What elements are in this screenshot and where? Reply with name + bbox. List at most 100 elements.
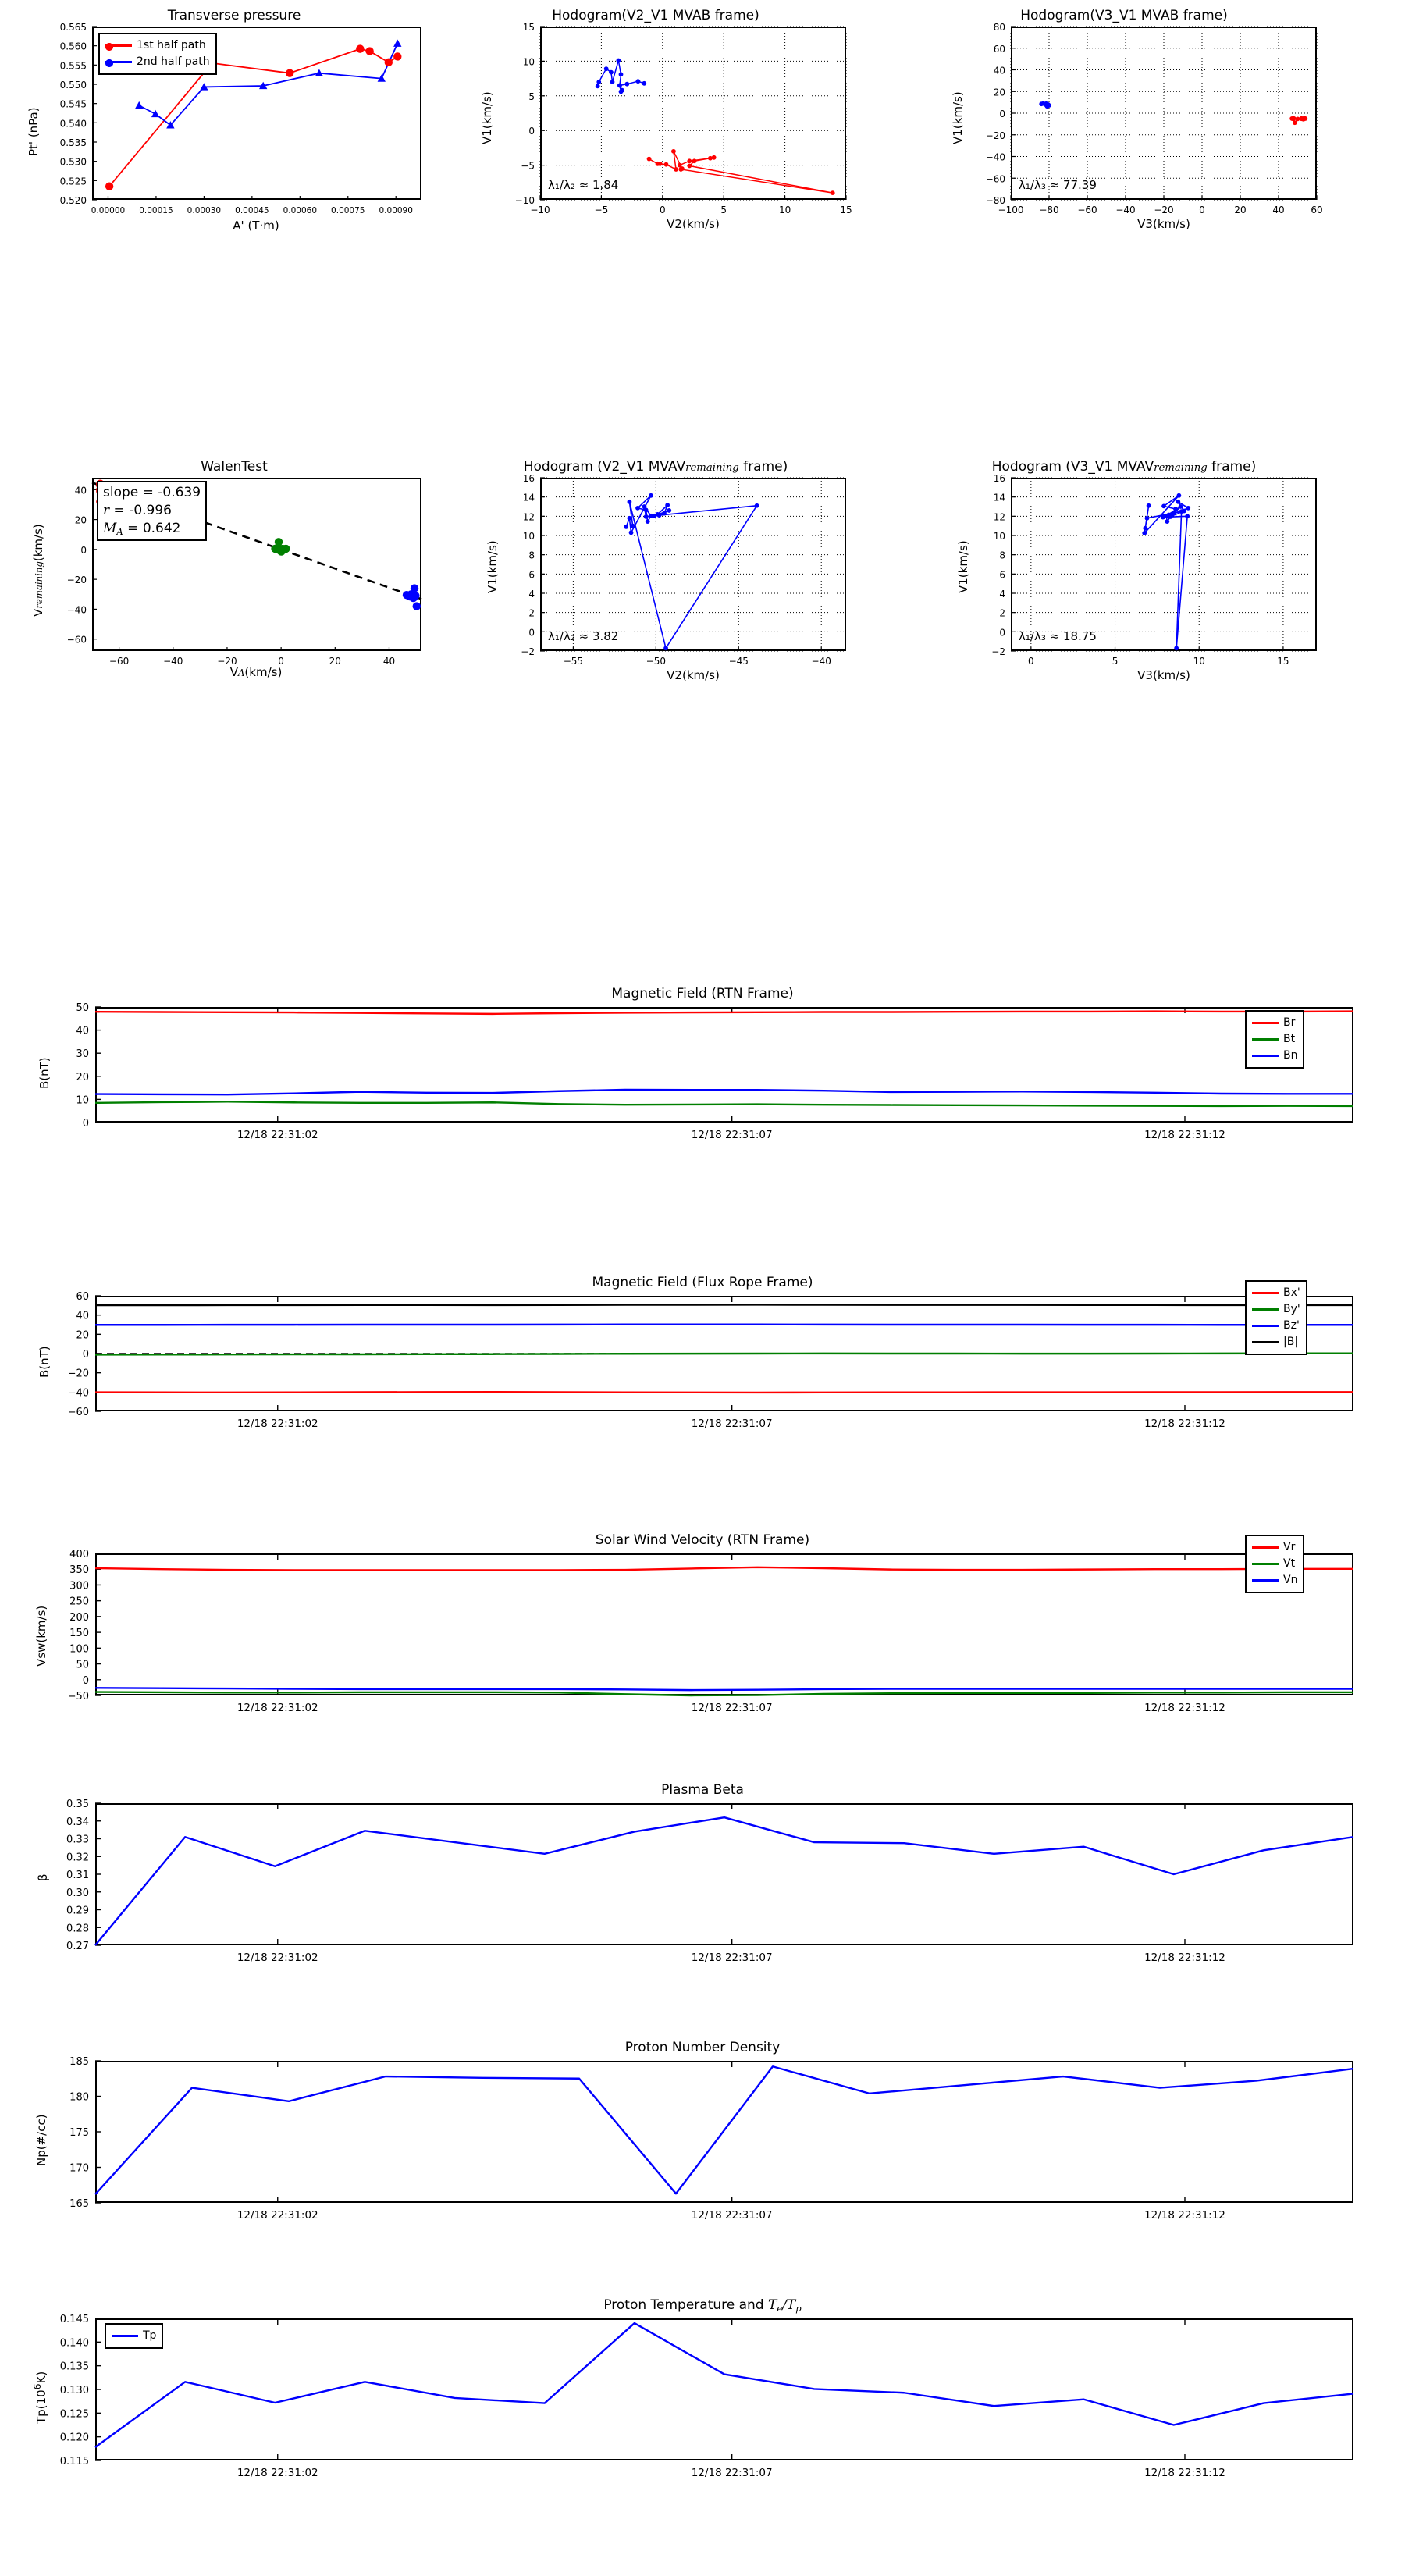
svg-text:0.00000: 0.00000 — [91, 206, 125, 215]
svg-text:0.130: 0.130 — [60, 2385, 89, 2396]
svg-text:0: 0 — [999, 109, 1005, 119]
legend-marker-tp — [112, 2335, 138, 2337]
svg-text:−40: −40 — [67, 604, 87, 615]
svg-text:−60: −60 — [68, 1407, 89, 1418]
svg-text:2: 2 — [528, 608, 535, 619]
svg-text:40: 40 — [76, 1026, 89, 1037]
svg-text:0.00060: 0.00060 — [283, 206, 317, 215]
svg-text:−20: −20 — [68, 1368, 89, 1380]
svg-text:20: 20 — [75, 515, 87, 526]
legend-label-bmag: |B| — [1283, 1336, 1299, 1348]
panel-title: Transverse pressure — [167, 8, 301, 23]
svg-text:0.35: 0.35 — [66, 1799, 89, 1810]
svg-text:12: 12 — [523, 511, 535, 522]
svg-text:0.00015: 0.00015 — [139, 206, 173, 215]
svg-text:12/18 22:31:07: 12/18 22:31:07 — [692, 1129, 773, 1141]
legend-marker-vn — [1252, 1579, 1279, 1582]
svg-text:20: 20 — [76, 1329, 89, 1341]
svg-text:20: 20 — [329, 656, 341, 667]
svg-text:0.135: 0.135 — [60, 2361, 89, 2373]
tp-svg: 0.115 0.120 0.125 0.130 0.135 0.140 0.145 12/18… — [60, 2314, 1354, 2479]
svg-text:4: 4 — [528, 589, 535, 600]
legend-label-1st-half: 1st half path — [137, 39, 206, 52]
svg-text:12/18 22:31:02: 12/18 22:31:02 — [237, 2467, 318, 2479]
legend-label-bt: Bt — [1283, 1033, 1296, 1045]
eigenvalue-ratio-annotation: λ₁/λ₃ ≈ 77.39 — [1019, 178, 1097, 192]
svg-text:0.525: 0.525 — [60, 176, 87, 187]
plot-area — [540, 478, 846, 651]
svg-text:−20: −20 — [67, 575, 87, 585]
svg-text:0.520: 0.520 — [60, 195, 87, 206]
svg-text:12/18 22:31:02: 12/18 22:31:02 — [237, 2209, 318, 2222]
svg-text:80: 80 — [994, 22, 1005, 33]
svg-text:−40: −40 — [68, 1387, 89, 1399]
svg-text:12/18 22:31:12: 12/18 22:31:12 — [1144, 1418, 1225, 1430]
legend-vsw: Vr Vt Vn — [1245, 1535, 1305, 1593]
svg-text:4: 4 — [999, 589, 1005, 600]
svg-text:12/18 22:31:12: 12/18 22:31:12 — [1144, 2467, 1225, 2479]
svg-text:10: 10 — [779, 205, 791, 215]
svg-text:0: 0 — [278, 656, 284, 667]
svg-text:0.530: 0.530 — [60, 157, 87, 168]
svg-text:−60: −60 — [67, 635, 87, 646]
panel-title: Solar Wind Velocity (RTN Frame) — [595, 1532, 810, 1548]
legend-label-bx: Bx' — [1283, 1286, 1300, 1299]
legend-label-vr: Vr — [1283, 1541, 1296, 1553]
legend-marker-by — [1252, 1308, 1279, 1311]
legend-marker-1st-half — [105, 43, 132, 51]
panel-title: Proton Temperature and Te/Tp — [603, 2297, 802, 2314]
svg-text:12/18 22:31:02: 12/18 22:31:02 — [237, 1418, 318, 1430]
svg-text:0.34: 0.34 — [66, 1816, 89, 1828]
stat-slope: slope = -0.639 — [103, 485, 201, 500]
legend-label-bz: Bz' — [1283, 1319, 1300, 1332]
svg-text:12/18 22:31:12: 12/18 22:31:12 — [1144, 2209, 1225, 2222]
svg-text:10: 10 — [994, 531, 1005, 542]
stat-r: r = -0.996 — [103, 502, 172, 518]
svg-text:0.32: 0.32 — [66, 1852, 89, 1863]
svg-text:0.33: 0.33 — [66, 1834, 89, 1846]
x-axis-label: A' (T·m) — [233, 219, 279, 233]
legend-label-2nd-half: 2nd half path — [137, 55, 210, 68]
stat-ma: MA = 0.642 — [103, 520, 181, 537]
legend-marker-bn — [1252, 1055, 1279, 1057]
svg-text:10: 10 — [523, 56, 535, 67]
walen-stats-box: slope = -0.639 r = -0.996 MA = 0.642 — [97, 481, 208, 542]
svg-text:0.565: 0.565 — [60, 22, 87, 33]
legend-marker-bx — [1252, 1292, 1279, 1294]
svg-text:12/18 22:31:12: 12/18 22:31:12 — [1144, 1952, 1225, 1964]
svg-text:0.140: 0.140 — [60, 2337, 89, 2349]
svg-text:60: 60 — [1311, 205, 1322, 215]
svg-text:0.27: 0.27 — [66, 1941, 89, 1952]
svg-text:0.00090: 0.00090 — [379, 206, 413, 215]
svg-text:0.00045: 0.00045 — [235, 206, 269, 215]
svg-text:14: 14 — [994, 493, 1005, 503]
svg-text:250: 250 — [69, 1596, 89, 1608]
svg-text:0: 0 — [1028, 656, 1034, 667]
svg-text:10: 10 — [523, 531, 535, 542]
legend-marker-2nd-half — [105, 59, 132, 67]
legend-marker-vr — [1252, 1546, 1279, 1549]
svg-text:40: 40 — [994, 66, 1005, 76]
np-svg: 165 170 175 180 185 12/18 22:31:02 12/18 22:31… — [69, 2056, 1354, 2222]
svg-text:12/18 22:31:07: 12/18 22:31:07 — [692, 1952, 773, 1964]
mag-fr-svg: −60 −40 −20 0 20 40 60 12/18 22:31:02 12/18 22:3… — [68, 1291, 1353, 1430]
legend-label-by: By' — [1283, 1303, 1300, 1315]
panel-title: Hodogram(V2_V1 MVAB frame) — [552, 8, 759, 23]
svg-text:−20: −20 — [217, 656, 237, 667]
svg-text:6: 6 — [999, 569, 1005, 580]
svg-text:0.28: 0.28 — [66, 1923, 89, 1934]
beta-svg: 0.27 0.28 0.29 0.30 0.31 0.32 0.33 0.34 0.35 12/1… — [66, 1799, 1354, 1964]
svg-text:0.535: 0.535 — [60, 137, 87, 148]
legend-mag-fr: Bx' By' Bz' |B| — [1245, 1280, 1307, 1355]
legend-label-vn: Vn — [1283, 1574, 1298, 1586]
svg-text:0: 0 — [80, 545, 87, 556]
svg-text:0.00030: 0.00030 — [187, 206, 221, 215]
svg-text:−100: −100 — [998, 205, 1024, 215]
svg-text:−60: −60 — [986, 173, 1005, 184]
svg-text:20: 20 — [1234, 205, 1246, 215]
svg-text:0: 0 — [528, 627, 535, 638]
panel-title: WalenTest — [201, 459, 268, 475]
svg-text:10: 10 — [1193, 656, 1205, 667]
svg-text:185: 185 — [69, 2056, 89, 2068]
panel-title: Proton Number Density — [624, 2040, 781, 2055]
